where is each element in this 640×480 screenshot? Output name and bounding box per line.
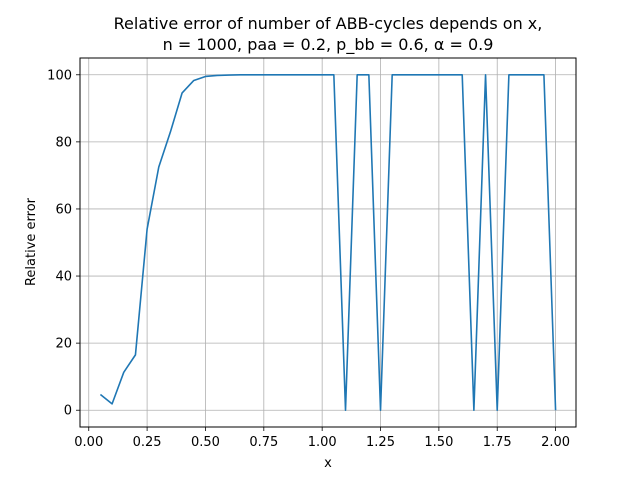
x-tick-label: 2.00 [541,435,570,450]
y-tick-label: 40 [55,270,72,285]
y-axis-label: Relative error [24,197,39,286]
plot-frame [79,57,577,428]
x-axis-ticks: 0.00 0.25 0.50 0.75 1.00 1.25 1.50 1.75 2.00 [74,427,570,450]
chart-title-line-1: Relative error of number of ABB-cycles d… [114,14,543,33]
y-axis-ticks: 0 20 40 60 80 100 [47,68,80,419]
x-tick-label: 0.25 [133,435,162,450]
y-tick-label: 0 [64,404,72,419]
x-tick-label: 1.00 [308,435,337,450]
x-tick-label: 1.75 [483,435,512,450]
x-tick-label: 0.50 [191,435,220,450]
x-axis-label: x [324,456,332,471]
grid [80,58,576,427]
y-tick-label: 80 [55,135,72,150]
y-tick-label: 60 [55,202,72,217]
series-line [99,73,557,412]
x-tick-label: 1.25 [366,435,395,450]
x-tick-label: 0.00 [74,435,103,450]
y-tick-label: 20 [55,337,72,352]
x-tick-label: 1.50 [424,435,453,450]
series-line-layer [99,73,557,412]
y-tick-label: 100 [47,68,72,83]
x-tick-label: 0.75 [249,435,278,450]
chart-title-line-2: n = 1000, paa = 0.2, p_bb = 0.6, α = 0.9 [163,35,494,55]
